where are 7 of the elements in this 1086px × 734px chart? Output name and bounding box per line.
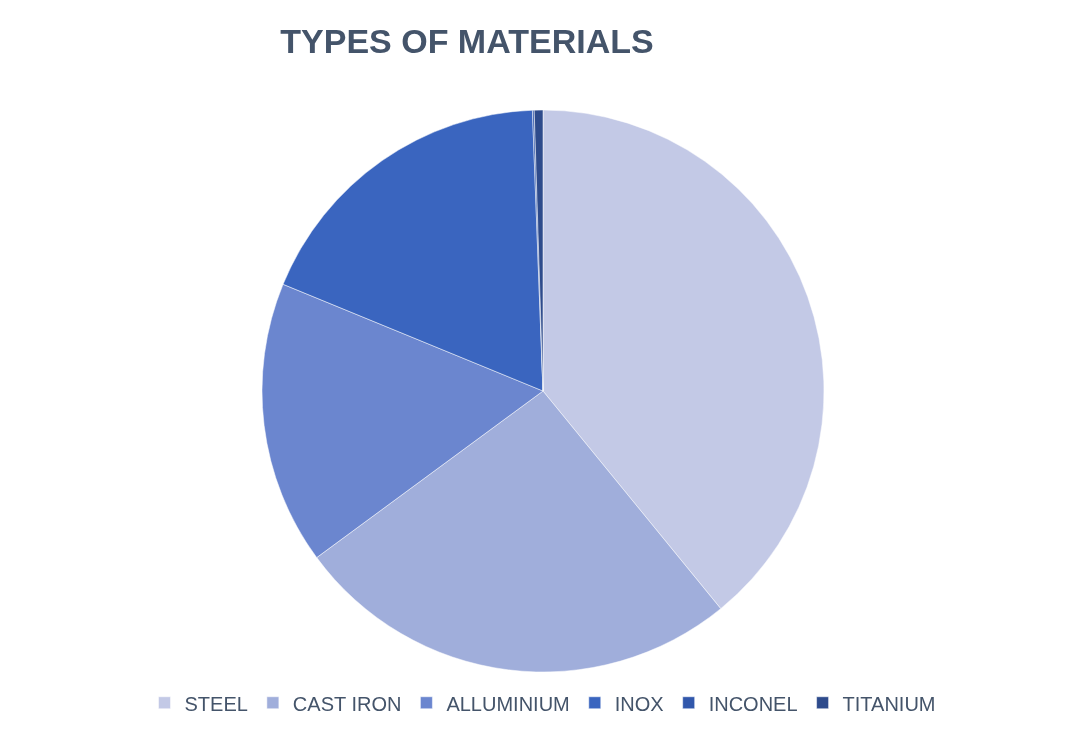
legend-label: INCONEL [708, 692, 798, 715]
legend-label: INOX [614, 692, 664, 715]
legend-label: CAST IRON [292, 692, 402, 715]
legend-label: TITANIUM [842, 692, 936, 715]
chart-title: TYPES OF MATERIALS [280, 22, 654, 61]
legend-label: STEEL [184, 692, 248, 715]
legend-label: ALLUMINIUM [446, 692, 570, 715]
